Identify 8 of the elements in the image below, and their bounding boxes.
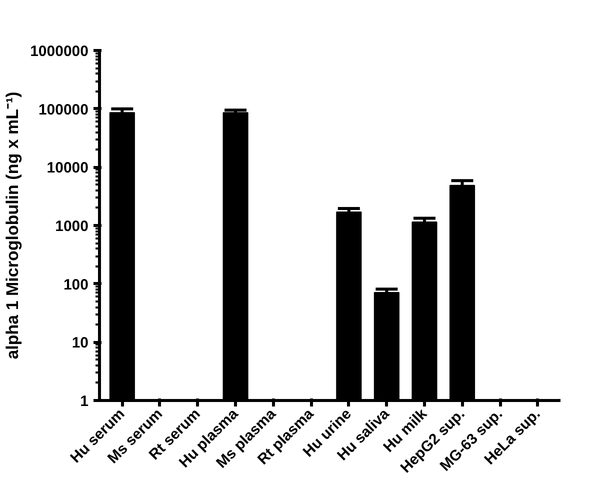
y-axis-title: alpha 1 Microglobulin (ng x mL⁻¹) xyxy=(3,92,22,360)
y-tick-label: 100000 xyxy=(38,101,89,118)
y-tick-label: 100 xyxy=(63,276,89,294)
y-tick-label: 1 xyxy=(80,393,88,410)
y-tick-label: 10000 xyxy=(46,160,89,177)
y-tick-label: 1000000 xyxy=(30,43,89,60)
y-tick-label: 10 xyxy=(72,334,89,352)
y-tick-label: 1000 xyxy=(55,218,89,235)
